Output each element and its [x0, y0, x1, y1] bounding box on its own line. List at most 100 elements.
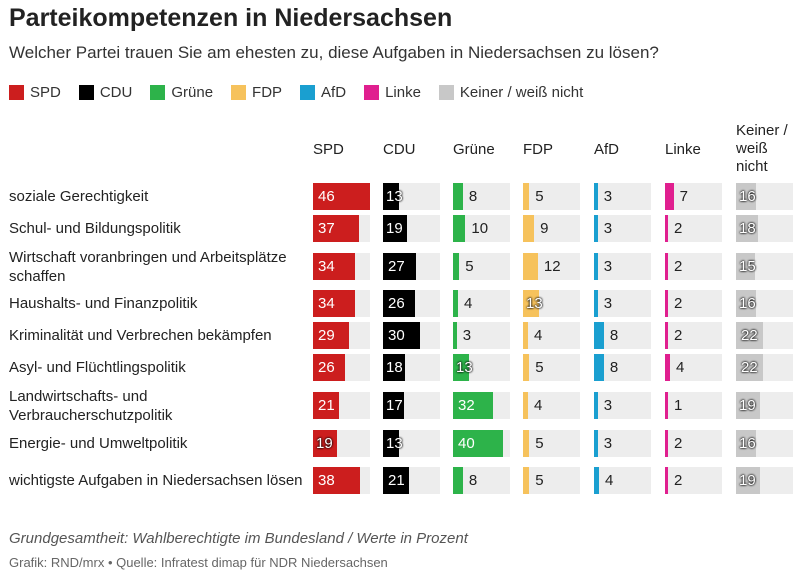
value-label: 29: [318, 327, 335, 344]
legend-swatch: [438, 85, 454, 100]
row-label: Kriminalität und Verbrechen bekämpfen: [9, 327, 272, 344]
column-header: SPD: [313, 141, 344, 158]
table-cell: 19: [383, 215, 440, 242]
value-label: 22: [741, 359, 758, 376]
column-header: Grüne: [453, 141, 495, 158]
value-bar: [313, 253, 356, 280]
value-label: 26: [318, 359, 335, 376]
value-label: 18: [739, 220, 756, 237]
value-label: 2: [674, 295, 683, 312]
value-bar: [665, 392, 668, 419]
table-cell: 2: [665, 467, 722, 494]
value-bar: [313, 183, 370, 210]
value-bar: [383, 354, 406, 381]
value-bar: [594, 322, 604, 349]
value-label: 4: [675, 359, 685, 376]
value-bar: [594, 392, 598, 419]
legend-swatch: [364, 85, 380, 100]
table-cell: 5: [523, 183, 580, 210]
value-label: 3: [603, 258, 613, 275]
value-bar: [594, 354, 604, 381]
value-bar: [383, 253, 417, 280]
value-label: 5: [535, 188, 544, 205]
value-label: 2: [674, 327, 683, 344]
value-label: 30: [388, 327, 405, 344]
row-label: Wirtschaft voranbringen und Arbeitsplätz…: [9, 248, 287, 285]
legend-swatch: [231, 85, 247, 100]
value-bar: [453, 354, 470, 381]
table-cell: 3: [594, 290, 651, 317]
footnote: Grundgesamtheit: Wahlberechtigte im Bund…: [9, 530, 468, 547]
table-cell: 8: [453, 183, 510, 210]
table-cell: 4: [665, 354, 722, 381]
table-cell: 5: [453, 253, 510, 280]
table-cell: 3: [594, 215, 651, 242]
legend-item: SPD: [9, 84, 61, 101]
table-cell: 2: [665, 290, 722, 317]
value-bar: [665, 354, 670, 381]
value-label: 13: [386, 188, 403, 205]
value-bar: [383, 215, 407, 242]
value-label: 16: [739, 295, 756, 312]
value-bar: [453, 430, 503, 457]
value-bar: [594, 467, 599, 494]
value-bar: [594, 215, 598, 242]
row-label: Energie- und Umweltpolitik: [9, 435, 188, 452]
value-bar: [665, 467, 668, 494]
table-cell: 26: [383, 290, 440, 317]
value-bar: [313, 392, 340, 419]
legend-swatch: [9, 85, 24, 100]
value-label: 19: [316, 435, 333, 452]
legend-label: AfD: [321, 84, 347, 101]
table-cell: 8: [453, 467, 510, 494]
legend-swatch: [300, 85, 316, 100]
value-label: 5: [535, 435, 544, 452]
table-cell: 37: [313, 215, 370, 242]
column-header: FDP: [523, 141, 553, 158]
value-bar: [453, 467, 463, 494]
value-label: 19: [386, 220, 403, 237]
table-cell: 18: [383, 354, 440, 381]
value-bar: [313, 354, 346, 381]
source-credit: Grafik: RND/mrx • Quelle: Infratest dima…: [9, 555, 388, 570]
value-label: 2: [674, 472, 683, 489]
value-label: 13: [456, 359, 473, 376]
table-cell: 34: [313, 253, 370, 280]
value-bar: [594, 253, 598, 280]
table-cell: 5: [523, 354, 580, 381]
row-label: Asyl- und Flüchtlingspolitik: [9, 359, 186, 376]
value-bar: [523, 253, 538, 280]
table-cell: 2: [665, 215, 722, 242]
table-cell: 2: [665, 322, 722, 349]
value-label: 2: [674, 258, 683, 275]
value-label: 4: [533, 327, 543, 344]
value-label: 13: [386, 435, 403, 452]
table-cell: 21: [313, 392, 370, 419]
value-bar: [665, 183, 674, 210]
value-bar: [383, 430, 400, 457]
value-bar: [523, 430, 530, 457]
value-bar: [313, 215, 359, 242]
table-cell: 3: [594, 183, 651, 210]
table-cell: 16: [736, 183, 793, 210]
table-cell: 3: [453, 322, 510, 349]
row-label: Landwirtschafts- und Verbraucherschutzpo…: [9, 387, 173, 424]
table-cell: 22: [736, 322, 793, 349]
column-header: AfD: [594, 141, 620, 158]
value-label: 9: [540, 220, 549, 237]
value-bar: [594, 183, 598, 210]
legend-label: Linke: [385, 84, 421, 101]
legend-item: CDU: [78, 84, 132, 101]
value-label: 32: [458, 397, 475, 414]
row-label: wichtigste Aufgaben in Niedersachsen lös…: [9, 472, 303, 489]
value-bar: [383, 392, 405, 419]
value-bar: [313, 467, 361, 494]
table-cell: 9: [523, 215, 580, 242]
table-cell: 13: [523, 290, 580, 317]
table-cell: 19: [736, 392, 793, 419]
table-cell: 3: [594, 253, 651, 280]
table-cell: 1: [665, 392, 722, 419]
table-cell: 27: [383, 253, 440, 280]
value-label: 4: [533, 397, 543, 414]
value-bar: [523, 290, 540, 317]
